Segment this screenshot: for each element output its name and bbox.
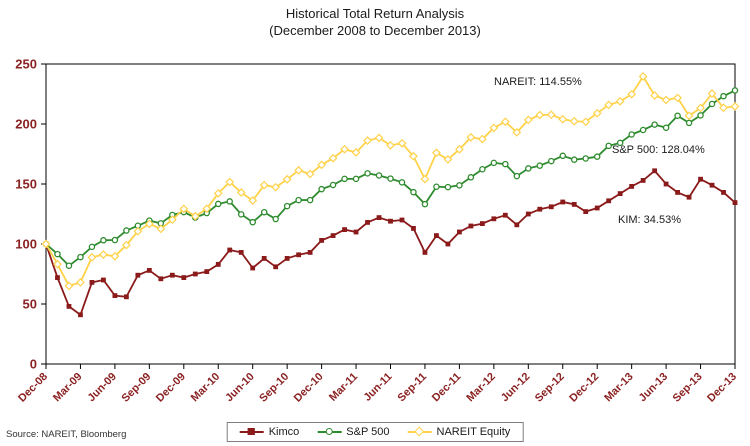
svg-text:Dec-10: Dec-10 [292, 371, 326, 405]
legend-item-sp500: S&P 500 [317, 426, 390, 438]
sp500-circle-marker-icon [317, 427, 342, 437]
svg-text:Mar-11: Mar-11 [327, 371, 360, 404]
svg-text:0: 0 [30, 357, 37, 372]
svg-text:Sep-12: Sep-12 [533, 371, 567, 405]
nareit-diamond-marker-icon [407, 426, 432, 437]
svg-text:Jun-11: Jun-11 [361, 371, 394, 404]
chart-title: Historical Total Return Analysis (Decemb… [0, 6, 750, 40]
svg-text:Sep-09: Sep-09 [119, 371, 153, 405]
svg-text:Dec-08: Dec-08 [16, 371, 50, 405]
svg-text:Jun-13: Jun-13 [637, 371, 671, 405]
legend-item-nareit: NAREIT Equity [407, 426, 511, 438]
annotation-nareit: NAREIT: 114.55% [494, 76, 582, 88]
svg-text:150: 150 [15, 177, 37, 192]
annotation-sp500: S&P 500: 128.04% [612, 144, 705, 156]
source-note: Source: NAREIT, Bloomberg [6, 429, 127, 440]
svg-text:Dec-11: Dec-11 [430, 371, 464, 405]
svg-text:Jun-09: Jun-09 [85, 371, 119, 405]
legend: Kimco S&P 500 NAREIT Equity [226, 422, 524, 442]
legend-label-nareit: NAREIT Equity [436, 426, 511, 438]
kimco-square-marker-icon [239, 427, 264, 437]
svg-text:200: 200 [15, 117, 37, 132]
svg-text:50: 50 [23, 297, 37, 312]
svg-text:Mar-12: Mar-12 [464, 371, 498, 405]
legend-label-kimco: Kimco [268, 426, 300, 438]
svg-text:100: 100 [15, 237, 37, 252]
svg-text:Sep-11: Sep-11 [396, 371, 430, 405]
svg-text:Sep-10: Sep-10 [257, 371, 291, 405]
svg-text:Mar-09: Mar-09 [51, 371, 85, 405]
chart-area: 0 50 100 150 200 250 Dec-08 Mar-09 Jun-09 Sep-09 D… [0, 48, 750, 406]
svg-text:Dec-13: Dec-13 [705, 371, 739, 405]
svg-text:Sep-13: Sep-13 [671, 371, 705, 405]
svg-text:Mar-10: Mar-10 [189, 371, 223, 405]
chart-title-line1: Historical Total Return Analysis [285, 6, 465, 21]
annotation-kim: KIM: 34.53% [618, 214, 681, 226]
chart-title-line2: (December 2008 to December 2013) [269, 22, 481, 38]
legend-item-kimco: Kimco [239, 426, 300, 438]
svg-text:Mar-13: Mar-13 [602, 371, 636, 405]
svg-text:Dec-12: Dec-12 [567, 371, 601, 405]
svg-text:Jun-10: Jun-10 [223, 371, 257, 405]
svg-text:250: 250 [15, 57, 37, 72]
legend-label-sp500: S&P 500 [346, 426, 390, 438]
svg-text:Jun-12: Jun-12 [499, 371, 533, 405]
svg-text:Dec-09: Dec-09 [154, 371, 188, 405]
